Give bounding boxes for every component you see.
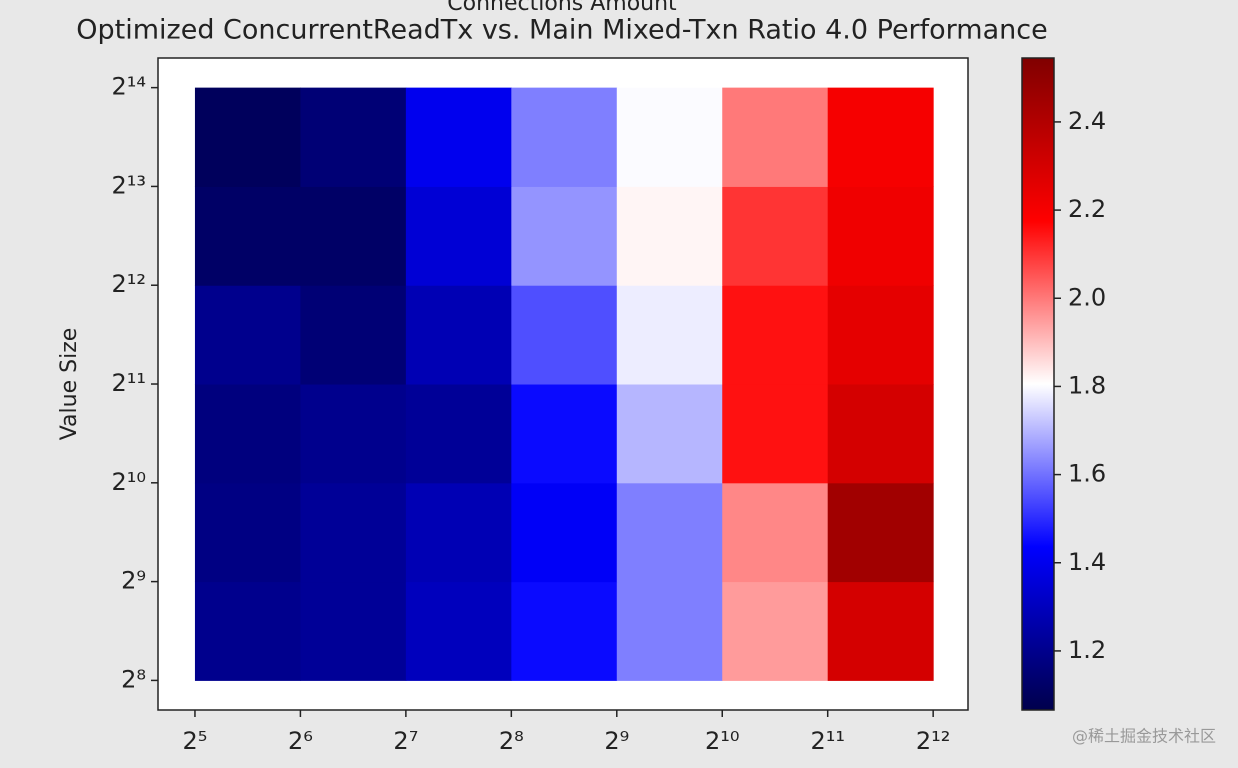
heatmap-cell [827,581,934,681]
x-tick-label: 2¹² [916,727,951,755]
heatmap-cell [511,581,618,681]
y-tick-label: 2⁹ [121,567,146,595]
heatmap-cell [194,482,301,583]
heatmap-cell [722,482,829,583]
heatmap-cell [827,482,934,583]
x-tick-label: 2⁶ [288,727,313,755]
heatmap-cell [300,581,407,681]
heatmap-cell [405,384,512,484]
heatmap-cell [616,581,723,681]
heatmap-cell [511,186,618,286]
x-tick-label: 2⁷ [393,727,418,755]
x-axis-label: Connections Amount [447,0,677,16]
heatmap-cell [722,87,829,187]
heatmap-cell [616,285,723,385]
heatmap-cell [405,186,512,286]
y-tick-label: 2¹⁰ [111,468,146,496]
colorbar-tick-label: 2.4 [1068,107,1106,135]
heatmap-cell [300,87,407,187]
y-tick-label: 2⁸ [121,665,146,693]
heatmap-cell [827,384,934,484]
heatmap-cell [511,87,618,187]
heatmap-cell [194,384,301,484]
heatmap-cell [300,285,407,385]
x-tick-label: 2⁵ [183,727,208,755]
heatmap-cell [194,581,301,681]
colorbar-tick-label: 2.0 [1068,283,1106,311]
heatmap-cell [511,482,618,583]
heatmap-cell [194,186,301,286]
heatmap-cell [722,285,829,385]
colorbar-tick-label: 1.4 [1068,548,1106,576]
colorbar-tick-label: 1.8 [1068,371,1106,399]
x-tick-label: 2⁸ [499,727,524,755]
heatmap-cell [194,285,301,385]
y-axis-label: Value Size [57,328,82,441]
heatmap-cell [405,87,512,187]
heatmap-cell [722,384,829,484]
watermark: @稀土掘金技术社区 [1072,727,1216,746]
heatmap-cell [511,384,618,484]
heatmap-cell [405,581,512,681]
colorbar [1021,57,1055,711]
heatmap-cell [827,186,934,286]
heatmap-cell [616,87,723,187]
y-tick-label: 2¹² [111,270,146,298]
heatmap-cell [616,186,723,286]
y-tick-label: 2¹¹ [111,369,146,397]
x-tick-label: 2¹⁰ [705,727,740,755]
heatmap-cell [616,482,723,583]
colorbar-tick-label: 1.2 [1068,636,1106,664]
heatmap-cell [194,87,301,187]
heatmap-cell [511,285,618,385]
heatmap-cell [300,186,407,286]
heatmap-cell [405,285,512,385]
heatmap-cell [300,482,407,583]
heatmap-cell [405,482,512,583]
heatmap-cell [827,285,934,385]
heatmap-cell [827,87,934,187]
y-tick-label: 2¹⁴ [111,73,146,101]
colorbar-tick-label: 2.2 [1068,195,1106,223]
heatmap-cell [300,384,407,484]
heatmap-cell [722,581,829,681]
chart-title: Optimized ConcurrentReadTx vs. Main Mixe… [76,15,1047,46]
heatmap-cell [616,384,723,484]
colorbar-tick-label: 1.6 [1068,460,1106,488]
x-tick-label: 2¹¹ [810,727,845,755]
y-tick-label: 2¹³ [111,171,146,199]
heatmap-cell [722,186,829,286]
x-tick-label: 2⁹ [604,727,629,755]
